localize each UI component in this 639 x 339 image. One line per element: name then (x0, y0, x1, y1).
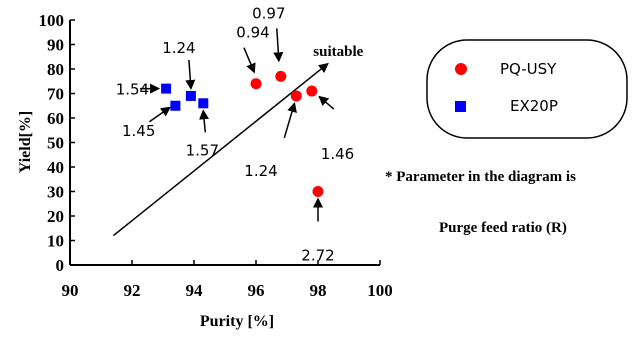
y-tick-label: 60 (47, 109, 64, 128)
legend-marker-ex20p (455, 101, 466, 112)
callout-arrow (318, 95, 335, 110)
suitable-label: suitable (313, 44, 363, 60)
data-point-pq-usy (312, 186, 324, 197)
y-axis-title: Yield[%] (17, 111, 34, 174)
callout-arrow (273, 28, 284, 63)
point-callout-label: 2.72 (301, 247, 334, 265)
point-callout-label: 1.57 (186, 141, 219, 159)
data-point-ex20p (161, 83, 172, 94)
legend: PQ-USY EX20P (426, 39, 628, 139)
point-callout-label: 1.24 (244, 162, 277, 180)
y-tick-label: 0 (56, 256, 65, 275)
legend-label-pq-usy: PQ-USY (500, 60, 557, 78)
y-tick-label: 10 (47, 232, 64, 251)
data-point-ex20p (170, 100, 181, 111)
data-point-pq-usy (290, 90, 302, 102)
callout-arrow (185, 59, 196, 90)
point-callout-label: 1.45 (122, 122, 155, 140)
y-tick-label: 70 (47, 85, 64, 104)
point-callout-label: 0.97 (252, 4, 285, 22)
point-callout-label: 1.54 (116, 81, 149, 99)
data-point-pq-usy (250, 78, 262, 90)
callout-arrow (243, 47, 256, 74)
y-tick-label: 20 (47, 207, 64, 226)
x-tick-label: 90 (62, 281, 79, 300)
suitable-trend-arrow (112, 62, 329, 237)
point-callout-label: 1.46 (321, 145, 354, 163)
x-tick-label: 98 (310, 281, 327, 300)
y-tick-label: 80 (47, 60, 64, 79)
y-tick-label: 100 (39, 11, 65, 30)
x-tick-label: 100 (367, 281, 393, 300)
data-point-ex20p (198, 98, 209, 109)
legend-label-ex20p: EX20P (510, 97, 558, 115)
y-tick-label: 30 (47, 183, 64, 202)
callout-arrow (199, 109, 210, 133)
point-callout-label: 0.94 (236, 24, 269, 42)
x-tick-label: 96 (248, 281, 265, 300)
x-tick-label: 94 (186, 281, 204, 300)
data-point-ex20p (185, 90, 196, 101)
x-axis-title: Purity [%] (200, 313, 274, 330)
callout-arrow (148, 106, 172, 123)
callout-arrow (283, 102, 297, 139)
note-line-2: Purge feed ratio (R) (439, 220, 567, 236)
y-tick-label: 50 (47, 134, 64, 153)
data-point-pq-usy (275, 70, 287, 82)
y-tick-label: 40 (47, 158, 64, 177)
legend-marker-pq-usy (455, 63, 467, 75)
note-line-1: * Parameter in the diagram is (385, 169, 576, 185)
legend-box (426, 39, 628, 139)
x-tick-label: 92 (124, 281, 141, 300)
data-point-pq-usy (306, 85, 318, 97)
point-callout-label: 1.24 (162, 39, 195, 57)
y-tick-label: 90 (47, 36, 64, 55)
